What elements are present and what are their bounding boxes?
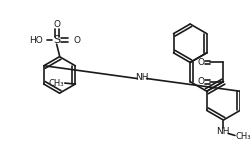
- Text: O: O: [198, 77, 205, 86]
- Text: CH₃: CH₃: [236, 132, 250, 141]
- Text: NH: NH: [216, 127, 229, 136]
- Text: O: O: [198, 58, 205, 67]
- Text: O: O: [53, 20, 60, 28]
- Text: CH₃: CH₃: [48, 79, 64, 88]
- Text: NH: NH: [135, 73, 149, 82]
- Text: HO: HO: [29, 36, 42, 45]
- Text: S: S: [53, 35, 60, 45]
- Text: O: O: [73, 36, 80, 45]
